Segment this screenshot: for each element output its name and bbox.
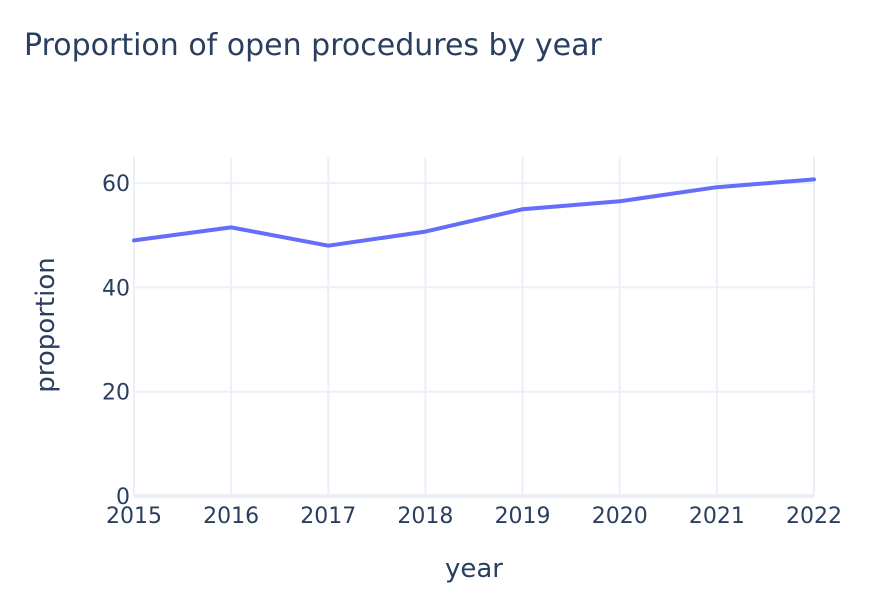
grid-lines	[133, 157, 815, 498]
x-tick-label: 2019	[495, 504, 551, 529]
chart-title: Proportion of open procedures by year	[24, 28, 602, 63]
x-tick-label: 2020	[592, 504, 648, 529]
x-tick-label: 2016	[203, 504, 259, 529]
x-tick-label: 2015	[106, 504, 162, 529]
y-tick-label: 60	[102, 172, 130, 197]
y-axis-title: proportion	[31, 257, 61, 392]
series-line-0	[132, 177, 816, 248]
x-axis-ticks: 2015 2016 2017 2018 2019 2020 2021 2022	[106, 504, 842, 529]
y-tick-label: 20	[102, 381, 130, 406]
x-tick-label: 2022	[786, 504, 842, 529]
x-axis-title: year	[445, 554, 503, 584]
x-tick-label: 2018	[397, 504, 453, 529]
y-tick-label: 40	[102, 276, 130, 301]
series-layer	[132, 177, 816, 248]
x-tick-label: 2017	[300, 504, 356, 529]
y-tick-label: 0	[116, 485, 130, 510]
x-tick-label: 2021	[689, 504, 745, 529]
y-axis-ticks: 0 20 40 60	[102, 172, 130, 510]
